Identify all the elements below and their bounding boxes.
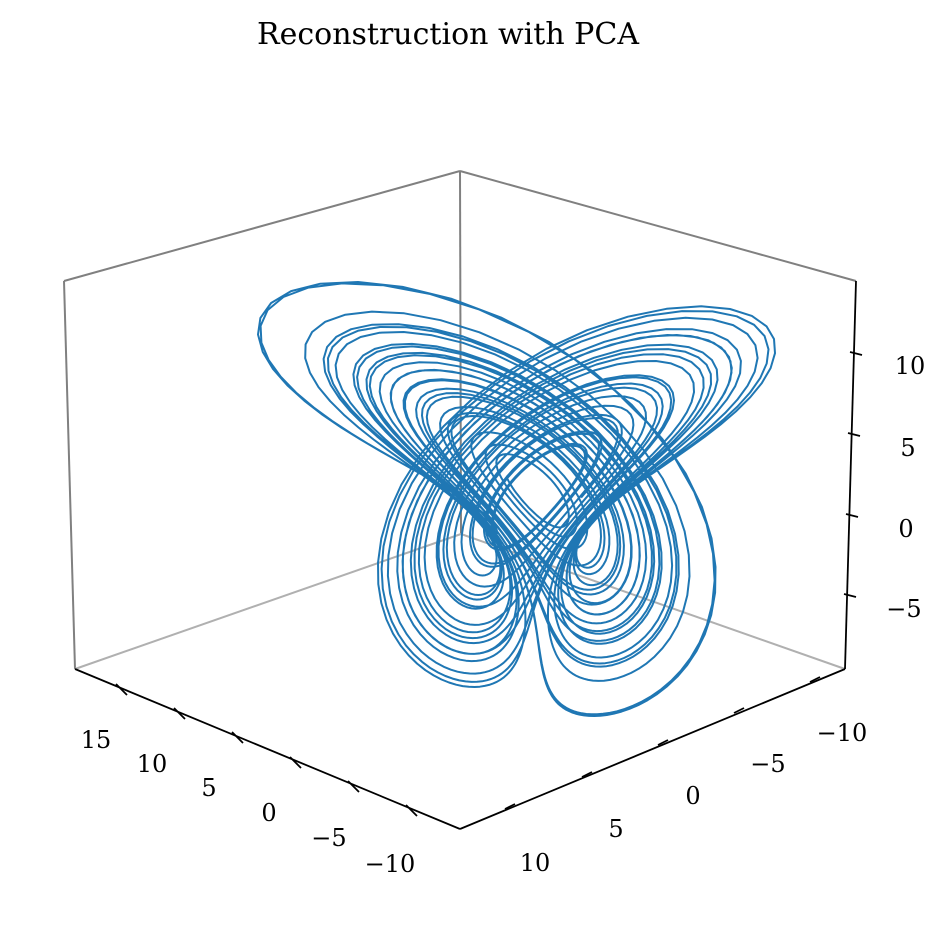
z-tick-labels: 10 5 0 −5 [886, 352, 925, 623]
y-ticks [504, 676, 821, 810]
x-tick-mark [289, 756, 302, 769]
x-tick-mark [231, 731, 244, 744]
chart-title: Reconstruction with PCA [257, 17, 639, 52]
y-tick-labels: −10 −5 0 5 10 [520, 719, 868, 877]
x-tick-label: 10 [137, 750, 168, 778]
z-tick-mark [849, 351, 863, 356]
z-tick-label: 0 [898, 515, 913, 543]
x-tick-labels: 15 10 5 0 −5 −10 [81, 726, 416, 878]
y-tick-mark [581, 771, 593, 778]
x-axis-line [74, 668, 461, 830]
z-tick-label: −5 [886, 595, 921, 623]
y-tick-label: 5 [608, 815, 623, 843]
y-tick-mark [809, 676, 821, 683]
y-axis-line [459, 668, 846, 830]
pane-edge-left-vertical [63, 280, 76, 670]
pane-edge-right-top [459, 170, 857, 282]
z-tick-mark [843, 593, 857, 598]
x-tick-label: 5 [201, 774, 216, 802]
z-tick-mark [847, 432, 861, 437]
x-tick-mark [115, 683, 128, 696]
x-tick-label: 15 [81, 726, 112, 754]
z-tick-mark [845, 513, 859, 518]
y-tick-label: −10 [817, 719, 868, 747]
y-tick-label: 0 [685, 782, 700, 810]
series-trajectory [257, 281, 776, 717]
x-tick-label: −5 [311, 824, 346, 852]
x-ticks [115, 683, 418, 817]
x-tick-label: 0 [261, 799, 276, 827]
floor-edge-left [74, 533, 462, 670]
pane-edge-left-top [63, 170, 461, 282]
z-axis-line [844, 280, 857, 670]
x-tick-mark [173, 707, 186, 720]
y-tick-mark [504, 803, 516, 810]
x-tick-label: −10 [365, 850, 416, 878]
y-tick-label: −5 [750, 750, 785, 778]
pane-edges [63, 170, 857, 670]
y-tick-mark [657, 739, 669, 746]
y-tick-mark [733, 707, 745, 714]
z-tick-label: 5 [900, 434, 915, 462]
x-tick-mark [347, 780, 360, 793]
z-tick-label: 10 [895, 352, 926, 380]
z-ticks [843, 351, 863, 598]
axes [74, 280, 857, 830]
x-tick-mark [405, 804, 418, 817]
y-tick-label: 10 [520, 849, 551, 877]
